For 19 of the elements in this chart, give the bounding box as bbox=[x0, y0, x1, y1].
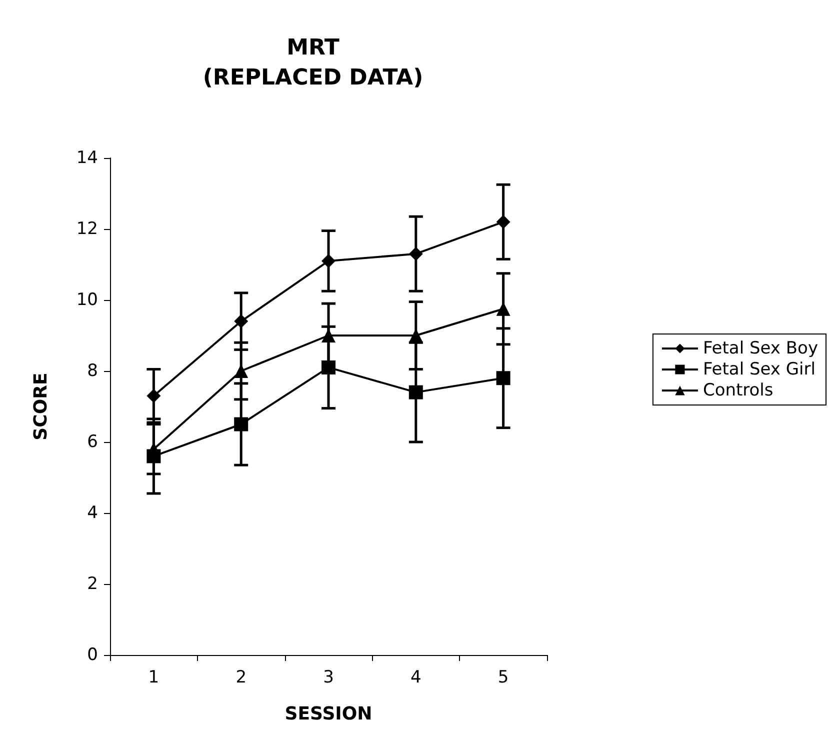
chart-title: MRT (REPLACED DATA) bbox=[202, 36, 424, 90]
y-tick-label: 8 bbox=[87, 361, 98, 381]
y-tick-label: 14 bbox=[76, 148, 98, 168]
y-tick-label: 4 bbox=[87, 503, 98, 523]
y-axis-title: SCORE bbox=[30, 372, 52, 440]
y-tick-label: 2 bbox=[87, 574, 98, 594]
legend-label: Fetal Sex Girl bbox=[702, 360, 816, 380]
y-tick-label: 10 bbox=[76, 290, 98, 310]
legend-label: Controls bbox=[702, 380, 774, 400]
y-tick-label: 12 bbox=[76, 219, 98, 239]
x-tick-label: 3 bbox=[323, 668, 334, 688]
y-tick-label: 6 bbox=[87, 432, 98, 452]
x-tick-label: 2 bbox=[236, 668, 247, 688]
y-tick-label: 0 bbox=[87, 645, 98, 665]
legend-label: Fetal Sex Boy bbox=[702, 338, 818, 358]
x-tick-label: 1 bbox=[148, 668, 160, 688]
x-axis-title: SESSION bbox=[284, 704, 372, 724]
x-tick-label: 4 bbox=[410, 668, 422, 688]
x-tick-label: 5 bbox=[498, 668, 509, 688]
